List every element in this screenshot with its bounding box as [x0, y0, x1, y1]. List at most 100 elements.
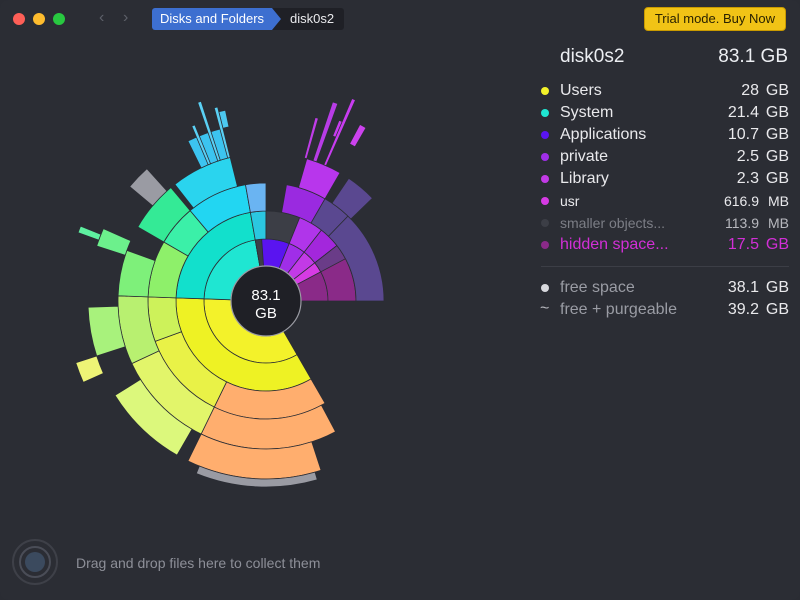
legend-item-name: usr — [560, 193, 580, 209]
sunburst-segment[interactable] — [197, 100, 221, 162]
legend: Users 28 GB System 21.4 GB Applications 10.7 GB p… — [540, 80, 789, 321]
sunburst-segment[interactable] — [96, 228, 132, 256]
legend-item-size-unit: GB — [765, 236, 789, 253]
sunburst-segment[interactable] — [323, 97, 357, 167]
breadcrumb-disks-and-folders[interactable]: Disks and Folders — [152, 8, 282, 30]
legend-item-size-value: 28 — [741, 82, 759, 99]
legend-item-size: 28 GB — [741, 80, 789, 102]
sunburst-segment[interactable] — [245, 182, 267, 213]
close-window-button[interactable] — [13, 13, 25, 25]
sunburst-segment[interactable] — [331, 177, 374, 220]
disk-size: 83.1 GB — [718, 46, 788, 67]
free-item-size-value: 39.2 — [727, 301, 759, 318]
legend-item-size-unit: MB — [768, 193, 789, 209]
sunburst-segments[interactable] — [75, 97, 385, 488]
free-space-item: ~ free + purgeable 39.2 GB — [540, 299, 789, 321]
legend-item[interactable]: usr 616.9 MB — [541, 190, 789, 212]
free-item-name: free space — [560, 279, 635, 296]
legend-item[interactable]: smaller objects... 113.9 MB — [541, 212, 789, 234]
legend-item-size-value: 113.9 — [725, 215, 759, 231]
sunburst-segment[interactable] — [298, 158, 341, 200]
legend-item[interactable]: private 2.5 GB — [541, 146, 789, 168]
legend-dot-icon — [541, 241, 549, 249]
legend-item-size-unit: GB — [765, 126, 789, 143]
sunburst-segment[interactable] — [327, 215, 385, 302]
free-space-dot-icon — [541, 284, 549, 292]
free-item-size-value: 38.1 — [727, 279, 759, 296]
legend-item-size-value: 2.5 — [736, 148, 759, 165]
legend-dot-icon — [541, 87, 549, 95]
legend-item-size: 2.3 GB — [737, 168, 789, 190]
legend-item-size: 17.5 GB — [728, 234, 789, 256]
legend-item[interactable]: System 21.4 GB — [541, 102, 789, 124]
sunburst-segment[interactable] — [213, 106, 231, 159]
legend-item-name: System — [560, 104, 614, 121]
sunburst-segment[interactable] — [77, 225, 102, 241]
sunburst-segment[interactable] — [312, 101, 339, 163]
legend-item-name: hidden space... — [560, 236, 669, 253]
breadcrumb-disk0s2[interactable]: disk0s2 — [272, 8, 345, 30]
disk-name: disk0s2 — [560, 46, 625, 67]
legend-item-size-value: 10.7 — [727, 126, 759, 143]
sunburst-segment[interactable] — [195, 465, 318, 488]
free-item-size-unit: GB — [765, 279, 789, 296]
sunburst-segment[interactable] — [117, 249, 156, 298]
legend-item-name: Applications — [560, 126, 647, 143]
sunburst-segment[interactable] — [75, 355, 104, 383]
legend-item-size-unit: GB — [765, 148, 789, 165]
legend-dot-icon — [541, 197, 549, 205]
legend-item[interactable]: Library 2.3 GB — [541, 168, 789, 190]
tilde-icon: ~ — [540, 300, 550, 317]
legend-item-size: 616.9 MB — [724, 190, 789, 212]
sunburst-segment[interactable] — [191, 124, 212, 166]
legend-item-size: 10.7 GB — [728, 124, 789, 146]
forward-arrow-icon[interactable]: › — [123, 9, 129, 26]
legend-item-size: 2.5 GB — [737, 146, 789, 168]
center-unit: GB — [255, 305, 277, 322]
sunburst-segment[interactable] — [147, 241, 189, 299]
legend-dot-icon — [541, 175, 549, 183]
legend-dot-icon — [541, 131, 549, 139]
zoom-window-button[interactable] — [53, 13, 65, 25]
legend-dot-icon — [541, 219, 549, 227]
collector-shelf-icon[interactable] — [12, 539, 58, 585]
center-size: 83.1 — [251, 287, 280, 304]
legend-item-size-unit: GB — [765, 82, 789, 99]
legend-item-size: 21.4 GB — [728, 102, 789, 124]
legend-item-size: 113.9 MB — [725, 212, 789, 234]
sunburst-segment[interactable] — [129, 168, 168, 207]
buy-now-button[interactable]: Trial mode. Buy Now — [643, 7, 786, 31]
sunburst-segment[interactable] — [114, 378, 193, 456]
legend-item-name: private — [560, 148, 609, 165]
legend-divider — [541, 266, 789, 267]
legend-item-size-unit: GB — [765, 170, 789, 187]
minimize-window-button[interactable] — [33, 13, 45, 25]
legend-item-size-unit: MB — [768, 215, 789, 231]
free-item-size: 38.1 GB — [728, 277, 789, 299]
legend-item-name: Library — [560, 170, 609, 187]
legend-dot-icon — [541, 153, 549, 161]
disk-sunburst-chart[interactable]: 83.1 GB — [0, 0, 540, 540]
center-total-button[interactable] — [230, 265, 302, 337]
sunburst-segment[interactable] — [303, 116, 319, 160]
free-item-size: 39.2 GB — [728, 299, 789, 321]
legend-item-name: Users — [560, 82, 602, 99]
legend-item[interactable]: hidden space... 17.5 GB — [541, 234, 789, 256]
legend-item-name: smaller objects... — [560, 215, 666, 231]
legend-item-size-value: 616.9 — [723, 193, 759, 209]
legend-item[interactable]: Applications 10.7 GB — [541, 124, 789, 146]
legend-item-size-value: 17.5 — [727, 236, 759, 253]
legend-item-size-value: 2.3 — [736, 170, 759, 187]
breadcrumb: Disks and Folders disk0s2 — [152, 8, 345, 30]
legend-item-size-unit: GB — [765, 104, 789, 121]
back-arrow-icon[interactable]: ‹ — [99, 9, 105, 26]
legend-dot-icon — [541, 109, 549, 117]
legend-item-size-value: 21.4 — [727, 104, 759, 121]
free-item-size-unit: GB — [765, 301, 789, 318]
drop-hint: Drag and drop files here to collect them — [76, 555, 321, 571]
free-space-item: free space 38.1 GB — [541, 277, 789, 299]
legend-item[interactable]: Users 28 GB — [541, 80, 789, 102]
sunburst-segment[interactable] — [87, 305, 126, 357]
sunburst-segment[interactable] — [349, 123, 367, 148]
